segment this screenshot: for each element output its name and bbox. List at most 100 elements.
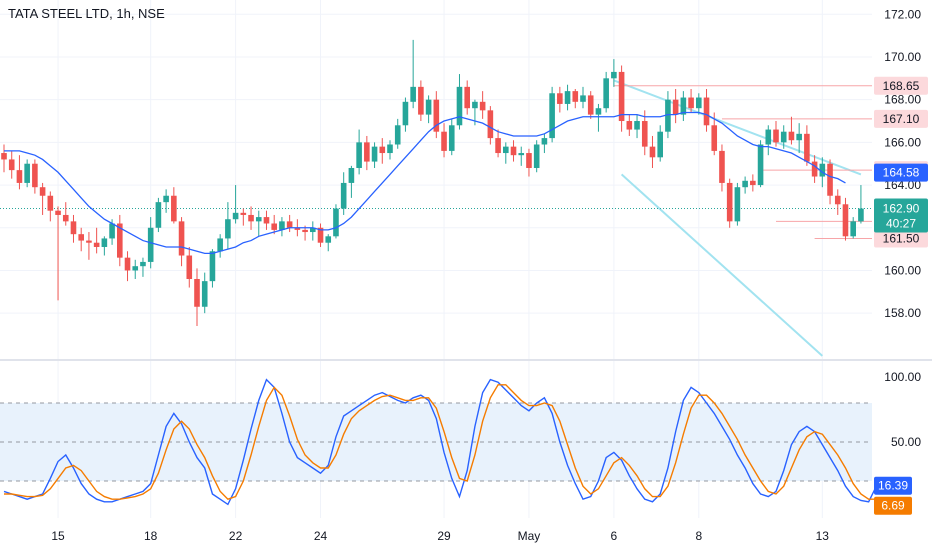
candle-body [147,227,154,262]
last-price-badge-bg [874,198,928,233]
candle-body [811,161,818,177]
y-tick-label: 170.00 [884,50,921,64]
candle-body [641,121,648,147]
x-tick-label: 22 [229,529,243,543]
ma-price-badge-bg [874,163,928,182]
stoch-y-tick-label: 100.00 [884,370,921,384]
candle-body [557,93,563,104]
ma-price-badge: 164.58 [883,166,920,180]
candle-body [70,221,77,235]
stoch-d-badge-bg [874,496,912,515]
trendline [613,79,862,176]
y-tick-label: 172.00 [884,7,921,21]
level-price-badge-bg [874,229,928,248]
stochastic-lines [3,378,877,506]
candle-body [834,195,841,205]
symbol-title[interactable]: TATA STEEL LTD, 1h, NSE [8,6,165,21]
x-tick-label: 15 [51,529,65,543]
x-tick-label: May [518,529,541,543]
candle-body [564,91,571,104]
candle-body [16,170,23,183]
y-tick-label: 168.00 [884,93,921,107]
candle-body [155,202,162,228]
candle-body [680,97,687,115]
countdown-label: 40:27 [886,217,916,231]
candle-body [587,95,594,115]
x-tick-label: 6 [611,529,618,543]
candle-body [441,131,447,151]
candle-body [271,223,277,230]
candle-body [595,108,602,115]
candle-body [248,214,254,222]
candle-body [649,146,656,158]
candle-body [86,240,92,243]
candle-body [580,95,586,102]
level-price-badge-bg [874,76,928,95]
candle-body [62,214,69,222]
candle-body [425,99,432,115]
stoch-k-badge: 16.39 [878,479,908,493]
candle-body [194,279,200,307]
candle-body [333,208,339,237]
candle-body [541,138,548,145]
candle-body [549,93,555,139]
candlestick-series [1,39,864,326]
trendlines [613,79,862,357]
level-price-badge: 167.10 [883,112,920,126]
candle-body [109,223,115,239]
stoch-k-series [3,378,877,506]
candle-body [47,195,54,211]
candle-body [603,78,609,109]
candle-body [634,121,640,130]
candle-body [171,195,177,222]
x-tick-label: 24 [314,529,328,543]
candle-body [433,99,440,132]
candle-body [464,86,470,109]
candle-body [1,153,7,160]
candle-body [703,97,710,126]
candle-body [140,261,146,267]
candle-body [240,212,247,215]
x-tick-label: 29 [437,529,451,543]
candle-body [773,129,779,143]
candle-body [827,163,833,196]
candle-body [858,208,864,222]
candle-body [302,229,308,233]
trendline [620,173,823,357]
level-price-badge: 161.50 [883,231,920,245]
y-tick-label: 160.00 [884,263,921,277]
candle-body [178,221,185,256]
candle-body [618,71,625,122]
candle-body [719,150,725,183]
candle-body [279,221,285,230]
candle-body [495,138,501,154]
candle-body [765,129,772,145]
x-tick-label: 13 [816,529,830,543]
stoch-d-series [4,384,877,501]
candle-body [379,146,386,154]
stochastic-band [0,402,872,482]
candle-body [788,131,795,141]
candle-body [672,99,679,115]
stoch-y-tick-label: 50.00 [891,435,921,449]
candle-body [696,97,702,109]
candle-body [294,227,301,230]
candle-body [263,217,270,224]
y-tick-label: 158.00 [884,306,921,320]
candle-body [742,180,748,188]
candle-body [479,101,486,111]
axis-labels: 158.00160.00162.00164.00166.00168.00170.… [51,7,928,543]
candle-body [364,142,370,162]
stoch-k-badge-bg [874,476,912,495]
candle-body [842,204,849,237]
candle-body [201,281,208,307]
candle-body [526,153,532,168]
candle-body [24,163,30,183]
candle-body [317,227,324,243]
candle-body [726,182,733,222]
candle-body [626,121,633,130]
candle-body [286,221,293,228]
candle-body [819,163,826,177]
